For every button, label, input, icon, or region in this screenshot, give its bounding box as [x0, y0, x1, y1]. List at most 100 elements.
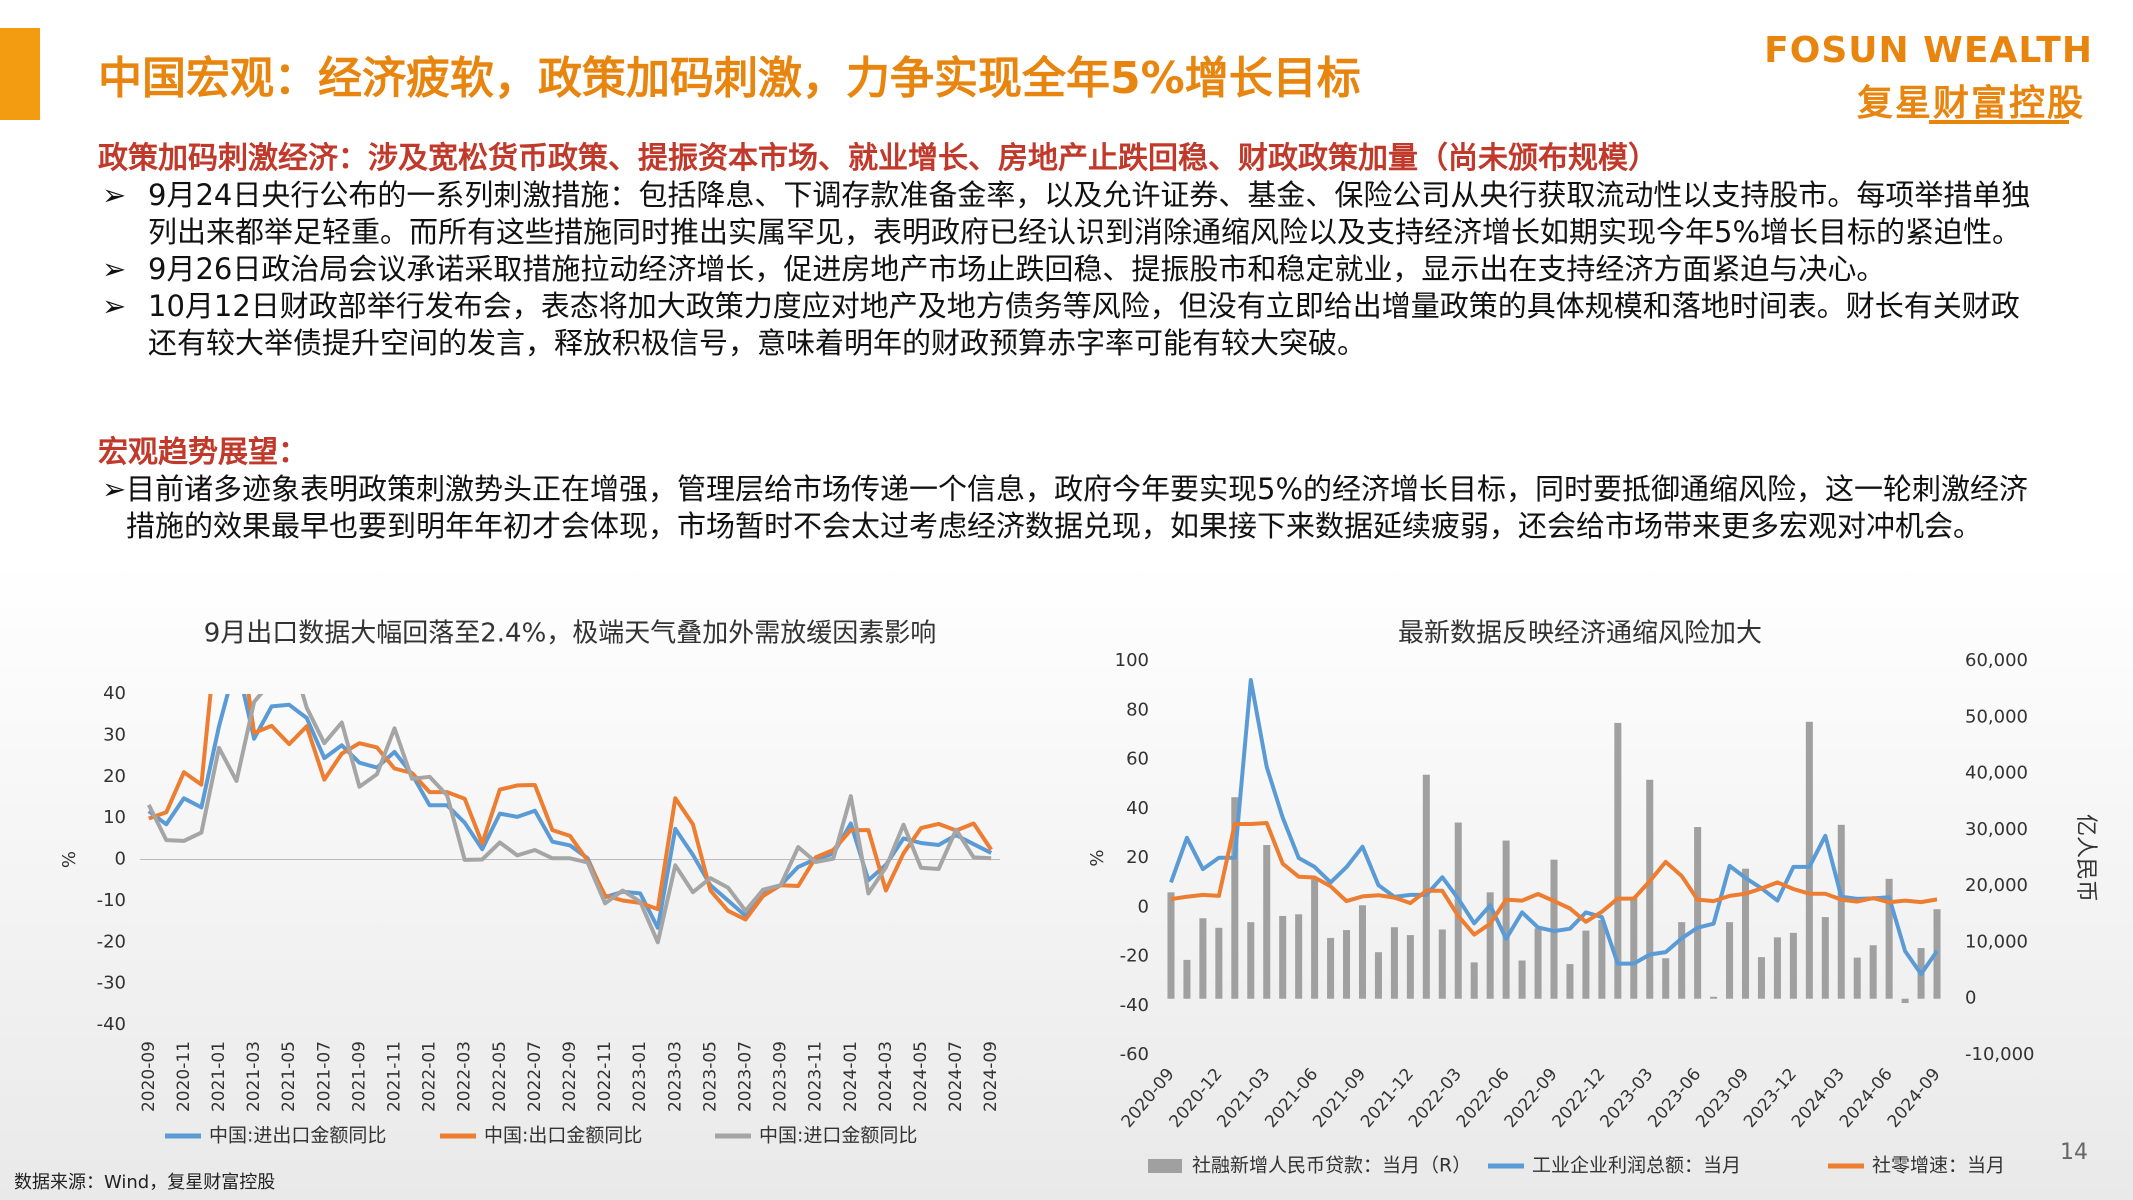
bar [1614, 722, 1622, 999]
plot-area [140, 694, 1000, 945]
bar [1215, 927, 1223, 999]
x-tick-label: 2022-05 [490, 1041, 510, 1112]
accent-bar [0, 28, 40, 120]
bar [1263, 845, 1271, 999]
bar [1247, 922, 1255, 999]
y-tick-label: -10 [97, 890, 126, 911]
series-line [147, 694, 993, 930]
legend-label: 工业企业利润总额：当月 [1532, 1155, 1741, 1177]
x-tick-label: 2023-03 [665, 1041, 685, 1112]
x-tick-label: 2024-07 [946, 1041, 966, 1112]
bar [1358, 905, 1367, 999]
bar [1343, 930, 1351, 999]
bar [1454, 822, 1462, 999]
source-note: 数据来源：Wind，复星财富控股 [14, 1172, 276, 1193]
bar [1885, 878, 1893, 999]
bar [1390, 927, 1398, 999]
x-tick-label: 2022-11 [595, 1041, 615, 1112]
bar [1837, 824, 1845, 999]
policy-section: 政策加码刺激经济：涉及宽松货币政策、提振资本市场、就业增长、房地产止跌回稳、财政… [98, 140, 2048, 362]
bar [1901, 998, 1909, 1004]
x-tick-label: 2024-09 [981, 1041, 1001, 1112]
x-tick-label: 2023-11 [806, 1041, 826, 1112]
bar [1805, 721, 1813, 999]
bar [1199, 918, 1207, 999]
x-tick-label: 2021-01 [209, 1041, 229, 1112]
page-number: 14 [2060, 1140, 2088, 1165]
y-tick-label: 20 [1126, 847, 1149, 868]
x-tick-label: 2022-07 [525, 1041, 545, 1112]
bar [1327, 937, 1335, 999]
chart-title: 最新数据反映经济通缩风险加大 [1398, 619, 1762, 649]
x-tick-label: 2023-09 [771, 1041, 791, 1112]
plot-area [1167, 678, 1941, 1004]
bar [1598, 919, 1606, 999]
bar [1773, 937, 1781, 999]
bar [1789, 932, 1797, 999]
legend-label: 社融新增人民币贷款：当月（R） [1192, 1155, 1471, 1177]
y-tick-label: -30 [97, 973, 126, 994]
bar [1183, 959, 1191, 999]
y2-tick-label: -10,000 [1965, 1044, 2034, 1065]
x-tick-label: 2020-11 [174, 1041, 194, 1112]
x-tick-label: 2021-09 [349, 1041, 369, 1112]
legend-label: 中国:出口金额同比 [484, 1125, 642, 1147]
y-tick-label: 20 [103, 766, 126, 787]
legend-label: 社零增速：当月 [1872, 1155, 2005, 1177]
y2-tick-label: 30,000 [1965, 819, 2028, 840]
section-heading: 政策加码刺激经济：涉及宽松货币政策、提振资本市场、就业增长、房地产止跌回稳、财政… [98, 141, 1658, 176]
y-tick-label: 100 [1115, 650, 1149, 671]
bar [1311, 879, 1319, 999]
legend-label: 中国:进出口金额同比 [209, 1125, 386, 1147]
logo-underline [1929, 120, 2069, 124]
bullet: 10月12日财政部举行发布会，表态将加大政策力度应对地产及地方债务等风险，但没有… [98, 288, 2048, 362]
y-axis-label: % [59, 851, 80, 868]
x-tick-label: 2024-03 [876, 1041, 896, 1112]
y-tick-label: -60 [1120, 1044, 1149, 1065]
x-tick-label: 2022-09 [560, 1041, 580, 1112]
bar [1374, 952, 1382, 999]
bar [1869, 945, 1877, 999]
bar [1853, 957, 1861, 999]
y-tick-label: -40 [1120, 995, 1149, 1016]
bar [1422, 774, 1430, 999]
x-tick-label: 2021-07 [314, 1041, 334, 1112]
y-tick-label: 30 [103, 724, 126, 745]
outlook-section: 宏观趋势展望： 目前诸多迹象表明政策刺激势头正在增强，管理层给市场传递一个信息，… [98, 434, 2048, 545]
series-line [1169, 678, 1939, 976]
bar [1486, 892, 1494, 999]
series-line [148, 694, 993, 922]
bar [1582, 930, 1590, 999]
bullet: 9月24日央行公布的一系列刺激措施：包括降息、下调存款准备金率，以及允许证券、基… [98, 177, 2048, 251]
x-tick-label: 2023-05 [700, 1041, 720, 1112]
y-tick-label: 60 [1126, 749, 1149, 770]
y2-tick-label: 50,000 [1965, 706, 2028, 727]
logo-en: FOSUN WEALTH [1764, 30, 2093, 71]
chart-title: 9月出口数据大幅回落至2.4%，极端天气叠加外需放缓因素影响 [204, 619, 937, 649]
bar [1470, 962, 1478, 999]
section-heading: 宏观趋势展望： [98, 435, 308, 470]
bullet: 目前诸多迹象表明政策刺激势头正在增强，管理层给市场传递一个信息，政府今年要实现5… [98, 471, 2048, 545]
y2-axis-label: 亿人民币 [2073, 814, 2098, 902]
bar [1167, 892, 1175, 999]
y-axis-label: % [1087, 849, 1108, 866]
x-tick-label: 2021-11 [384, 1041, 404, 1112]
series-line [147, 694, 992, 945]
bar [1295, 914, 1303, 999]
bar [1534, 928, 1542, 999]
y-tick-label: 40 [103, 683, 126, 704]
background [0, 560, 2133, 1200]
bullet-list: 9月24日央行公布的一系列刺激措施：包括降息、下调存款准备金率，以及允许证券、基… [98, 177, 2048, 362]
x-tick-label: 2020-09 [139, 1041, 159, 1112]
bar [1646, 779, 1654, 999]
bar [1502, 840, 1510, 999]
x-tick-label: 2024-01 [841, 1041, 861, 1112]
x-tick-label: 2021-03 [244, 1041, 264, 1112]
series-line [1170, 821, 1938, 937]
y-tick-label: -40 [97, 1014, 126, 1035]
bar [1518, 960, 1526, 999]
bar [1757, 957, 1765, 999]
x-tick-label: 2024-05 [911, 1041, 931, 1112]
y2-tick-label: 60,000 [1965, 650, 2028, 671]
